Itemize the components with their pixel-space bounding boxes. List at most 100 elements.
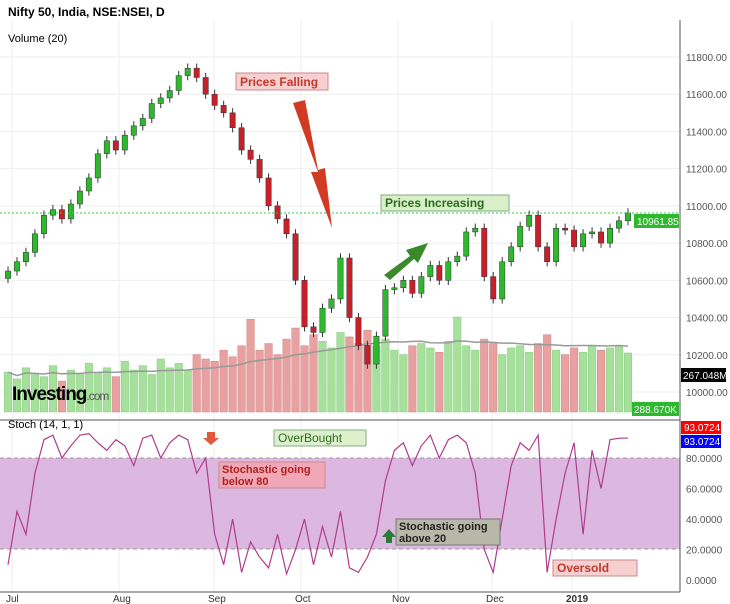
price-tick: 10000.00 <box>686 388 728 399</box>
candle <box>625 212 631 222</box>
time-tick: Jul <box>6 594 19 604</box>
chart-title: Nifty 50, India, NSE:NSEI, D <box>8 5 165 19</box>
stoch-tick: 60.0000 <box>686 485 723 496</box>
candle <box>328 298 335 309</box>
volume-bar <box>408 345 417 413</box>
candle <box>166 90 173 99</box>
candle <box>220 105 227 114</box>
time-tick: Sep <box>208 594 226 604</box>
price-tick: 11000.00 <box>686 202 727 213</box>
volume-bar <box>138 365 147 413</box>
candle <box>148 103 155 119</box>
volume-bar <box>579 352 588 413</box>
candle <box>391 287 398 290</box>
candle <box>157 97 164 104</box>
price-tick: 10200.00 <box>686 351 728 362</box>
volume-bar <box>255 349 264 413</box>
volume-bar <box>390 349 399 413</box>
candle <box>283 218 290 235</box>
candle <box>544 246 551 262</box>
volume-bar <box>66 369 75 413</box>
time-tick: Aug <box>113 594 131 604</box>
volume-bar <box>345 336 354 413</box>
volume-bar <box>623 352 633 413</box>
stoch-tick: 20.0000 <box>686 546 723 557</box>
candle <box>301 280 308 328</box>
candle <box>49 209 56 216</box>
volume-bar <box>210 360 219 413</box>
price-tick: 11800.00 <box>686 53 727 64</box>
volume-bar <box>426 347 435 413</box>
volume-bar <box>588 345 597 413</box>
stoch-k-badge: 93.0724 <box>684 423 721 434</box>
candle <box>193 67 200 78</box>
price-tick: 10400.00 <box>686 314 728 325</box>
time-tick: Oct <box>295 594 311 604</box>
stoch-band <box>0 458 680 549</box>
volume-bar <box>498 354 507 413</box>
candle <box>373 335 380 365</box>
volume-bar <box>435 352 444 413</box>
candle <box>589 231 596 235</box>
volume-bar <box>3 371 13 413</box>
volume-bar <box>264 343 273 413</box>
volume-bar <box>614 345 624 413</box>
volume-bar <box>48 365 57 413</box>
volume-label: Volume (20) <box>8 33 67 45</box>
volume-bar <box>30 374 39 413</box>
candle <box>265 177 272 207</box>
volume-badge: 267.048M <box>683 371 727 382</box>
volume-bar <box>516 345 525 413</box>
candle <box>616 220 622 229</box>
candle <box>130 125 137 136</box>
candles <box>5 63 631 369</box>
stoch-axis: 0.0000 20.0000 40.0000 60.0000 80.0000 <box>686 454 723 587</box>
stoch-tick: 40.0000 <box>686 515 723 526</box>
volume-ma-line <box>7 340 629 377</box>
candle <box>418 276 425 294</box>
volume-bar <box>561 354 570 413</box>
volume-bar <box>273 354 282 413</box>
volume-bars <box>3 316 633 413</box>
investing-logo: Investing.com <box>12 384 109 405</box>
candle <box>58 209 65 220</box>
volume-bar <box>363 330 372 413</box>
annotation-below-80-line2: below 80 <box>222 476 268 488</box>
volume-bar <box>534 343 543 413</box>
volume-ma-badge: 288.670K <box>634 405 677 416</box>
candle <box>409 280 416 294</box>
rising-arrow-icon <box>384 243 428 280</box>
annotation-below-80-line1: Stochastic going <box>222 464 311 476</box>
volume-bar <box>462 345 471 413</box>
volume-bar <box>228 356 237 413</box>
candle <box>319 308 326 333</box>
candle <box>256 159 263 179</box>
annotation-prices-falling: Prices Falling <box>240 75 318 89</box>
candle <box>310 326 317 333</box>
price-tick: 11200.00 <box>686 165 727 176</box>
volume-bar <box>543 334 552 413</box>
volume-bar <box>12 378 22 413</box>
stoch-d-badge: 93.0724 <box>684 437 721 448</box>
candle <box>14 261 20 272</box>
volume-bar <box>471 349 480 413</box>
annotation-above-20-line1: Stochastic going <box>399 521 488 533</box>
price-tick: 11600.00 <box>686 90 727 101</box>
candle <box>274 205 281 220</box>
candle <box>94 153 101 179</box>
volume-bar <box>192 354 201 413</box>
candle <box>85 177 92 192</box>
stoch-line <box>7 432 629 577</box>
candle <box>5 270 11 279</box>
last-price-badge: 10961.85 <box>637 217 679 228</box>
candle <box>229 112 236 128</box>
price-tick: 10800.00 <box>686 239 728 250</box>
volume-bar <box>318 341 327 413</box>
volume-bar <box>147 374 156 413</box>
candle <box>508 246 515 262</box>
volume-bar <box>597 349 606 413</box>
volume-bar <box>399 354 408 413</box>
volume-bar <box>552 349 561 413</box>
candle <box>490 276 497 300</box>
candle <box>32 233 38 253</box>
